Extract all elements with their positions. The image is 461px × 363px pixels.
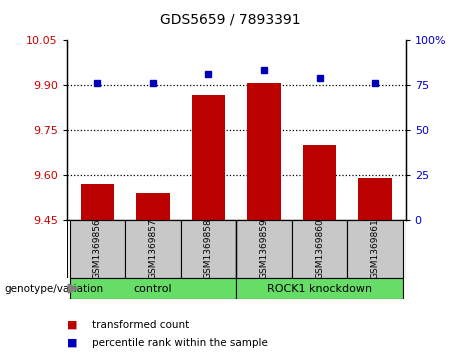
Text: GSM1369856: GSM1369856 xyxy=(93,218,102,279)
Bar xyxy=(125,220,181,278)
Text: GSM1369859: GSM1369859 xyxy=(260,218,269,279)
Text: GDS5659 / 7893391: GDS5659 / 7893391 xyxy=(160,13,301,27)
Text: GSM1369857: GSM1369857 xyxy=(148,218,158,279)
Bar xyxy=(292,220,347,278)
Text: percentile rank within the sample: percentile rank within the sample xyxy=(92,338,268,348)
Bar xyxy=(192,95,225,220)
Bar xyxy=(70,278,236,299)
Bar xyxy=(359,178,392,220)
Bar xyxy=(303,145,336,220)
Text: transformed count: transformed count xyxy=(92,320,189,330)
Bar xyxy=(181,220,236,278)
Text: GSM1369860: GSM1369860 xyxy=(315,218,324,279)
Bar xyxy=(236,278,403,299)
Text: genotype/variation: genotype/variation xyxy=(5,284,104,294)
Text: GSM1369858: GSM1369858 xyxy=(204,218,213,279)
Bar xyxy=(136,193,170,220)
Bar xyxy=(248,83,281,220)
Text: ■: ■ xyxy=(67,338,81,348)
Bar xyxy=(70,220,125,278)
Text: control: control xyxy=(134,284,172,294)
Bar xyxy=(347,220,403,278)
Text: GSM1369861: GSM1369861 xyxy=(371,218,379,279)
Text: ROCK1 knockdown: ROCK1 knockdown xyxy=(267,284,372,294)
Polygon shape xyxy=(68,284,78,293)
Text: ■: ■ xyxy=(67,320,81,330)
Bar xyxy=(81,184,114,220)
Bar xyxy=(236,220,292,278)
